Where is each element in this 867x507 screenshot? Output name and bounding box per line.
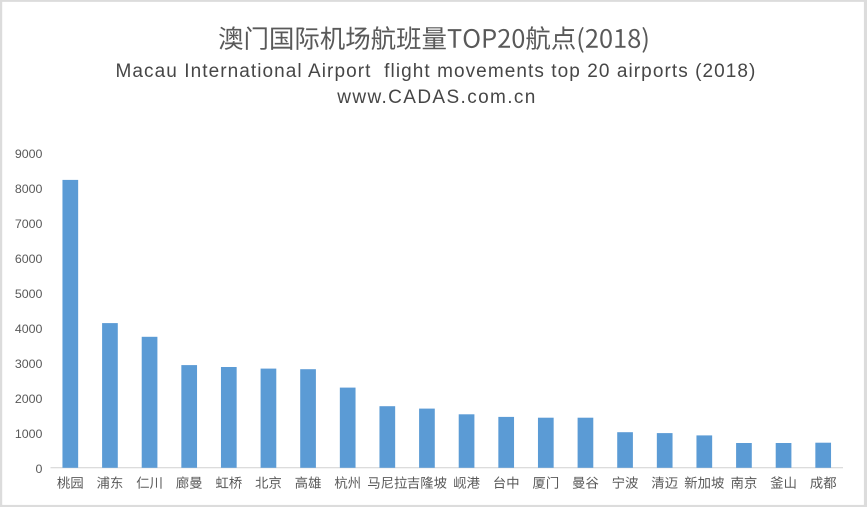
svg-text:9000: 9000 — [15, 147, 43, 161]
svg-text:7000: 7000 — [15, 217, 43, 231]
svg-text:8000: 8000 — [15, 182, 43, 196]
svg-text:0: 0 — [35, 462, 42, 476]
svg-text:1000: 1000 — [15, 427, 43, 441]
svg-text:www.CADAS.com.cn: www.CADAS.com.cn — [336, 87, 536, 108]
svg-text:4000: 4000 — [15, 322, 43, 336]
svg-text:6000: 6000 — [15, 252, 43, 266]
svg-text:Macau International Airport f: Macau International Airport flight movem… — [116, 61, 757, 82]
svg-text:5000: 5000 — [15, 287, 43, 301]
svg-text:3000: 3000 — [15, 357, 43, 371]
svg-text:2000: 2000 — [15, 392, 43, 406]
